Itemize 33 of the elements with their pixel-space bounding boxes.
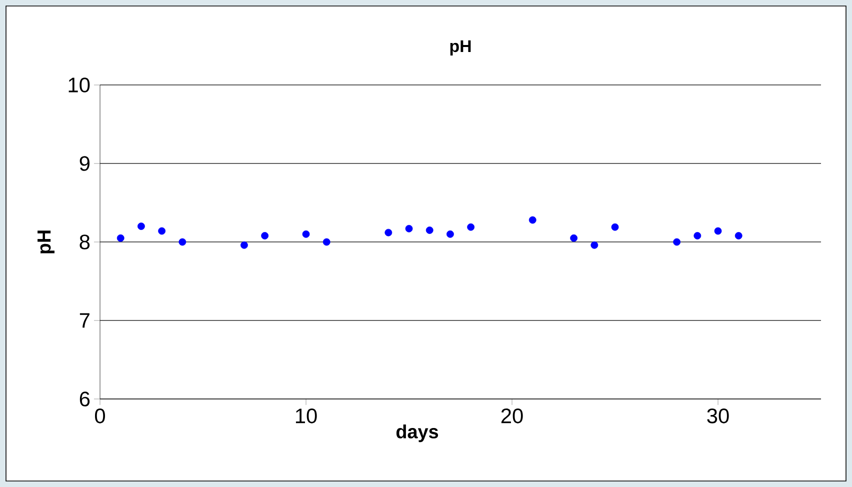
y-tick-label: 9 bbox=[80, 156, 90, 171]
x-tick-label: 20 bbox=[501, 408, 523, 424]
point bbox=[384, 228, 392, 236]
point bbox=[528, 216, 536, 224]
point bbox=[116, 234, 124, 242]
y-tick-label: 10 bbox=[68, 78, 90, 92]
chart-title: pH bbox=[450, 40, 471, 56]
y-axis-title: pH bbox=[38, 230, 54, 254]
point bbox=[426, 226, 434, 234]
point bbox=[178, 238, 186, 246]
point bbox=[302, 230, 310, 238]
point bbox=[673, 238, 681, 246]
point bbox=[240, 241, 248, 249]
point bbox=[322, 238, 330, 246]
point bbox=[467, 223, 475, 231]
point bbox=[694, 232, 702, 240]
point bbox=[590, 241, 598, 249]
y-tick-label: 8 bbox=[80, 234, 90, 250]
point bbox=[611, 223, 619, 231]
x-tick-label: 30 bbox=[707, 408, 729, 424]
point bbox=[405, 224, 413, 232]
point bbox=[446, 230, 454, 238]
point bbox=[734, 232, 742, 240]
x-tick-label: 0 bbox=[95, 408, 106, 424]
point bbox=[570, 234, 578, 242]
point bbox=[714, 227, 722, 235]
y-tick-label: 6 bbox=[80, 392, 90, 406]
point bbox=[261, 232, 269, 240]
x-axis-title: days bbox=[396, 424, 438, 442]
point bbox=[138, 222, 145, 230]
point bbox=[158, 227, 166, 235]
y-tick-label: 7 bbox=[80, 313, 90, 328]
x-tick-label: 10 bbox=[296, 408, 317, 424]
